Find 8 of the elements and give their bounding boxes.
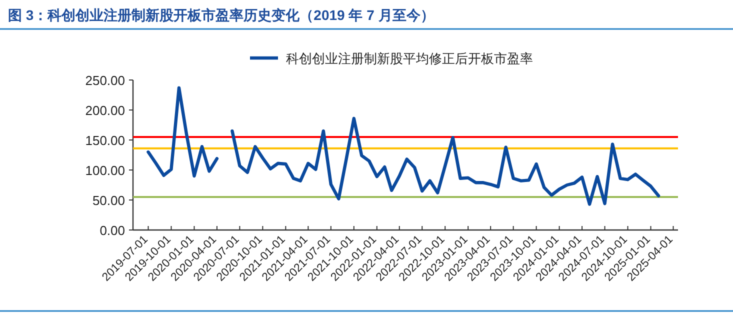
y-tick-label: 0.00	[100, 223, 125, 238]
y-tick-label: 150.00	[85, 133, 125, 148]
y-tick-label: 100.00	[85, 163, 125, 178]
chart-title: 图 3：科创创业注册制新股开板市盈率历史变化（2019 年 7 月至今）	[8, 7, 434, 23]
y-tick-label: 250.00	[85, 73, 125, 88]
legend-label: 科创创业注册制新股平均修正后开板市盈率	[286, 51, 533, 66]
y-tick-label: 50.00	[92, 193, 125, 208]
y-tick-label: 200.00	[85, 103, 125, 118]
